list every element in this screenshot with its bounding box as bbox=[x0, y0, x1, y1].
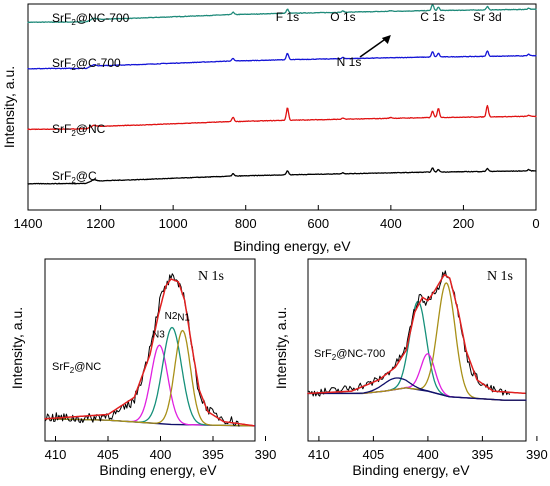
survey-spectrum-panel: 1400 1200 1000 800 600 400 200 0 SrF2@NC-700SrF… bbox=[1, 3, 540, 254]
n1s-nc700-plot-frame bbox=[307, 258, 527, 442]
survey-peak-label: O 1s bbox=[330, 10, 355, 24]
component-peak-line bbox=[44, 329, 255, 427]
component-peak-line bbox=[307, 282, 526, 401]
fit-envelope-line bbox=[44, 278, 255, 427]
component-peak-line bbox=[44, 326, 255, 427]
n1s-nc700-sample-label: SrF2@NC-700 bbox=[314, 348, 385, 362]
fit-envelope-line bbox=[307, 273, 526, 395]
raw-data-line bbox=[307, 270, 510, 397]
survey-series-line bbox=[27, 167, 537, 185]
n1s-nc700-x-axis-label: Binding energy, eV bbox=[352, 462, 470, 478]
component-label: N1 bbox=[177, 312, 190, 323]
n1s-x-tick-label: 400 bbox=[150, 447, 172, 462]
survey-curves bbox=[27, 4, 537, 185]
n1s-nc-y-axis-label: Intensity, a.u. bbox=[9, 307, 25, 389]
n1s-nc700-title: N 1s bbox=[487, 269, 513, 284]
n1s-x-tick-label: 390 bbox=[255, 447, 277, 462]
survey-series-label: SrF2@C-700 bbox=[52, 56, 121, 72]
survey-series-line bbox=[27, 50, 537, 70]
n1s-x-tick-label: 410 bbox=[45, 447, 67, 462]
n1s-nc700-x-axis-ticks: 410 405 400 395 390 bbox=[308, 436, 548, 462]
survey-series-line bbox=[27, 104, 537, 131]
survey-x-axis-ticks: 1400 1200 1000 800 600 400 200 0 bbox=[14, 205, 540, 231]
survey-series-label: SrF2@NC bbox=[52, 122, 106, 138]
n1s-nc-curves bbox=[44, 273, 256, 427]
n1s-x-tick-label: 395 bbox=[202, 447, 224, 462]
survey-x-tick-label: 1400 bbox=[14, 216, 43, 231]
n1s-x-tick-label: 400 bbox=[417, 447, 439, 462]
n1s-nc-x-axis-ticks: 410 405 400 395 390 bbox=[45, 436, 277, 462]
n1s-nc-sample-label: SrF2@NC bbox=[52, 361, 101, 375]
survey-series-line bbox=[27, 4, 537, 24]
n1s-x-tick-label: 405 bbox=[363, 447, 385, 462]
n1s-arrowhead bbox=[381, 35, 391, 44]
component-label: N3 bbox=[152, 329, 165, 340]
survey-x-axis-label: Binding energy, eV bbox=[233, 238, 351, 254]
survey-y-axis-label: Intensity, a.u. bbox=[1, 66, 17, 148]
survey-peak-label: Sr 3d bbox=[473, 10, 502, 24]
n1s-nc700-panel: 410 405 400 395 390 N 1s SrF2@NC-700 Binding… bbox=[273, 258, 548, 478]
n1s-nc700-curves bbox=[307, 270, 527, 401]
n1s-nc700-y-axis-label: Intensity, a.u. bbox=[273, 307, 289, 389]
survey-series-label: SrF2@C bbox=[52, 169, 97, 185]
n1s-arrow bbox=[359, 37, 388, 58]
survey-x-tick-label: 1200 bbox=[86, 216, 115, 231]
n1s-annotation: N 1s bbox=[337, 35, 391, 69]
survey-x-tick-label: 1000 bbox=[159, 216, 188, 231]
component-peak-line bbox=[307, 377, 526, 401]
survey-x-tick-label: 400 bbox=[380, 216, 402, 231]
n1s-nc-plot-frame bbox=[44, 258, 256, 442]
survey-peak-labels: F 1s O 1s C 1s Sr 3d bbox=[276, 10, 502, 24]
component-label: N2 bbox=[165, 311, 178, 322]
raw-data-line bbox=[44, 273, 240, 427]
survey-x-tick-label: 600 bbox=[307, 216, 329, 231]
survey-peak-label: F 1s bbox=[276, 10, 299, 24]
n1s-x-tick-label: 395 bbox=[472, 447, 494, 462]
n1s-x-tick-label: 410 bbox=[308, 447, 330, 462]
n1s-nc-x-axis-label: Binding energy, eV bbox=[99, 462, 217, 478]
survey-x-tick-label: 0 bbox=[532, 216, 539, 231]
survey-peak-label: C 1s bbox=[420, 10, 445, 24]
n1s-nc-title: N 1s bbox=[198, 269, 224, 284]
survey-series-label: SrF2@NC-700 bbox=[52, 11, 130, 27]
n1s-x-tick-label: 405 bbox=[97, 447, 119, 462]
survey-series-labels: SrF2@NC-700 SrF2@C-700 SrF2@NC SrF2@C bbox=[52, 11, 130, 185]
n1s-x-tick-label: 390 bbox=[526, 447, 548, 462]
survey-x-tick-label: 800 bbox=[235, 216, 257, 231]
survey-plot-frame bbox=[27, 3, 537, 211]
n1s-annotation-label: N 1s bbox=[337, 55, 362, 69]
survey-x-tick-label: 200 bbox=[453, 216, 475, 231]
